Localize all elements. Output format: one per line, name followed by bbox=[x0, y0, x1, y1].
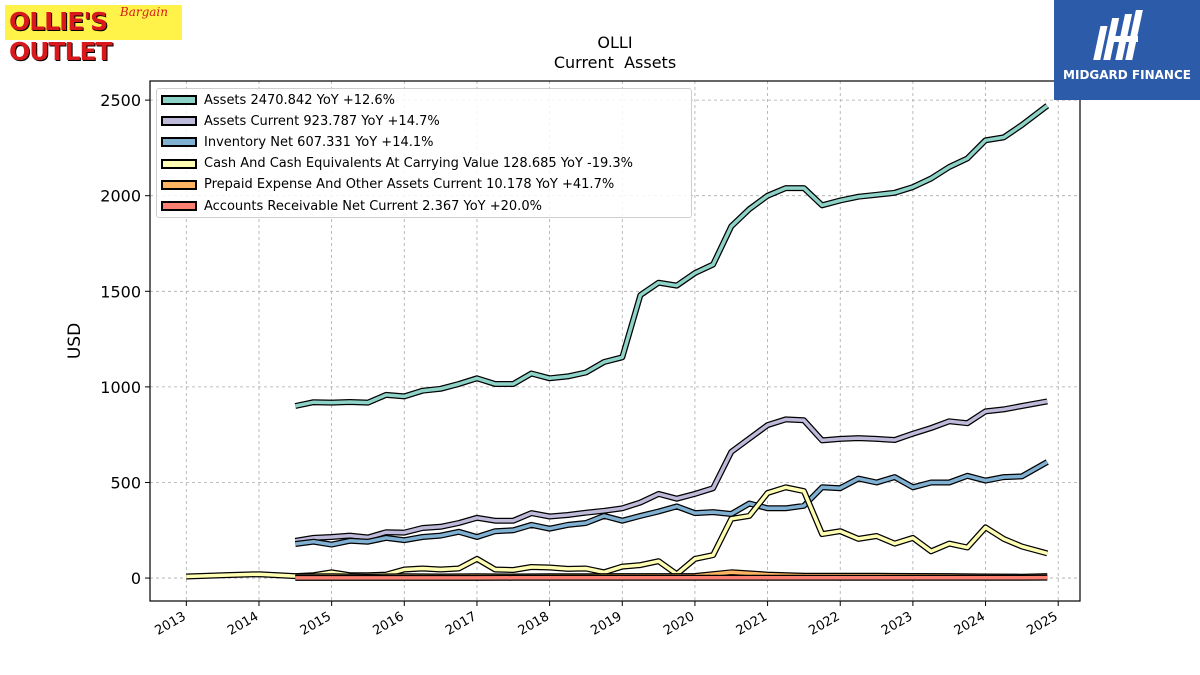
legend: Assets 2470.842 YoY +12.6% Assets Current… bbox=[156, 88, 692, 218]
x-tick-label: 2025 bbox=[1024, 609, 1060, 639]
series-line-outline bbox=[294, 398, 1048, 544]
legend-swatch bbox=[161, 137, 197, 148]
midgard-logo-icon bbox=[1093, 10, 1143, 60]
midgard-logo-text: MIDGARD FINANCE bbox=[1063, 68, 1191, 82]
legend-item: Assets 2470.842 YoY +12.6% bbox=[161, 92, 396, 108]
ollies-logo-text: OLLIE'S OUTLET bbox=[9, 7, 113, 66]
legend-label: Assets Current 923.787 YoY +14.7% bbox=[204, 113, 440, 129]
legend-label: Accounts Receivable Net Current 2.367 Yo… bbox=[204, 198, 542, 214]
legend-swatch bbox=[161, 179, 197, 190]
legend-label: Assets 2470.842 YoY +12.6% bbox=[204, 92, 396, 108]
legend-item: Prepaid Expense And Other Assets Current… bbox=[161, 177, 615, 193]
series-line bbox=[295, 399, 1048, 543]
legend-swatch bbox=[161, 116, 197, 127]
chart-subtitle: Current Assets bbox=[554, 53, 676, 72]
series-group bbox=[186, 103, 1050, 581]
series-3 bbox=[294, 459, 1049, 548]
x-tick-label: 2020 bbox=[661, 609, 697, 639]
y-tick-label: 1500 bbox=[100, 282, 141, 301]
plot-frame bbox=[149, 80, 1081, 602]
series-line-outline bbox=[186, 484, 1049, 580]
legend-swatch bbox=[161, 201, 197, 211]
y-tick-label: 2000 bbox=[100, 187, 141, 206]
x-tick-label: 2017 bbox=[443, 609, 479, 639]
x-tick-label: 2018 bbox=[516, 609, 552, 639]
x-tick-label: 2021 bbox=[734, 609, 770, 639]
series-4 bbox=[186, 484, 1049, 580]
x-tick-label: 2015 bbox=[298, 609, 334, 639]
x-tick-label: 2013 bbox=[152, 609, 188, 639]
ollies-logo: OLLIE'S OUTLET Bargain bbox=[5, 5, 182, 66]
legend-label: Prepaid Expense And Other Assets Current… bbox=[204, 177, 615, 193]
legend-item: Cash And Cash Equivalents At Carrying Va… bbox=[161, 156, 633, 172]
y-tick-label: 2500 bbox=[100, 91, 141, 110]
series-line bbox=[295, 460, 1049, 547]
x-tick-label: 2016 bbox=[370, 609, 406, 639]
legend-item: Assets Current 923.787 YoY +14.7% bbox=[161, 113, 440, 129]
x-tick-label: 2014 bbox=[225, 609, 261, 639]
series-line bbox=[294, 104, 1049, 408]
legend-swatch bbox=[161, 95, 197, 105]
midgard-finance-logo: MIDGARD FINANCE bbox=[1054, 0, 1200, 100]
series-1 bbox=[294, 103, 1050, 409]
legend-swatch bbox=[161, 158, 197, 169]
legend-item: Accounts Receivable Net Current 2.367 Yo… bbox=[161, 198, 542, 214]
series-line bbox=[186, 485, 1048, 579]
x-tick-label: 2019 bbox=[588, 609, 624, 639]
series-2 bbox=[294, 398, 1048, 544]
y-tick-label: 0 bbox=[131, 569, 141, 588]
x-tick-label: 2022 bbox=[806, 609, 842, 639]
ollies-logo-tagline: Bargain bbox=[119, 5, 168, 19]
y-axis-label: USD bbox=[65, 323, 85, 359]
y-tick-label: 500 bbox=[110, 473, 141, 492]
legend-label: Cash And Cash Equivalents At Carrying Va… bbox=[204, 156, 633, 172]
legend-label: Inventory Net 607.331 YoY +14.1% bbox=[204, 134, 434, 150]
chart-title: OLLI bbox=[597, 33, 632, 52]
legend-item: Inventory Net 607.331 YoY +14.1% bbox=[161, 134, 434, 150]
x-tick-label: 2023 bbox=[879, 609, 915, 639]
y-tick-label: 1000 bbox=[100, 378, 141, 397]
x-tick-label: 2024 bbox=[952, 609, 988, 639]
